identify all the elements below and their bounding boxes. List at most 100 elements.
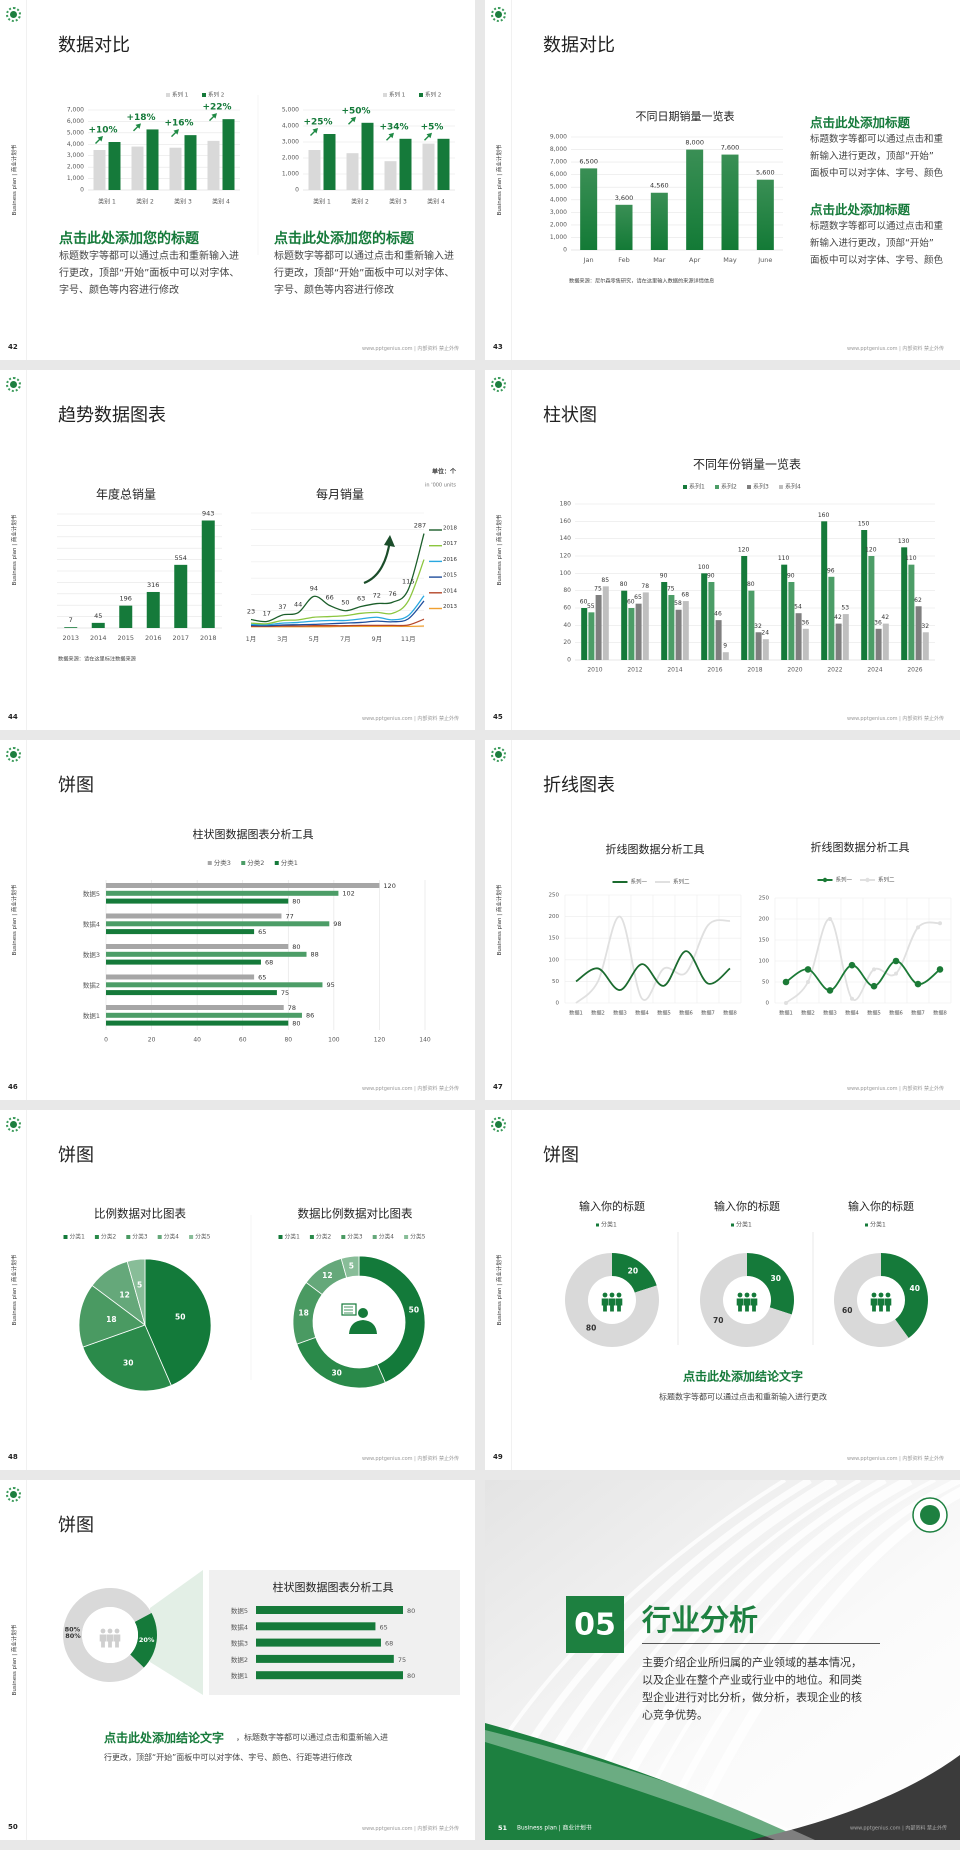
data-point — [850, 996, 854, 1001]
person-body — [884, 1298, 892, 1312]
legend-swatch — [419, 93, 423, 97]
bar — [722, 652, 729, 660]
y-tick-label: 数据3 — [231, 1639, 248, 1648]
data-label: 120 — [738, 547, 750, 554]
legend-item: 分类1 — [278, 1233, 300, 1241]
bar — [106, 959, 261, 965]
bar — [108, 142, 121, 190]
data-label: 80 — [620, 581, 628, 588]
bar — [756, 179, 774, 250]
x-tick-label: 类别 4 — [427, 198, 445, 206]
y-tick-label: 3,000 — [282, 139, 299, 146]
body-line: 标题数字等都可以通过点击和重 — [810, 221, 944, 232]
bar — [861, 530, 868, 660]
slide-title: 折线图表 — [543, 775, 615, 796]
data-point — [938, 921, 942, 926]
person-head — [878, 1292, 884, 1298]
bar — [708, 582, 715, 660]
bar — [580, 168, 598, 250]
y-tick-label: 150 — [759, 938, 770, 944]
dark-wave — [750, 1755, 960, 1840]
legend-swatch — [274, 861, 279, 865]
slice-label: 18 — [298, 1309, 308, 1318]
x-tick-label: 2017 — [172, 634, 189, 642]
data-source: 数据来源：请在这里标注数据来源 — [58, 655, 137, 663]
data-label: 80 — [292, 897, 300, 905]
bar — [308, 150, 321, 190]
bar — [748, 590, 755, 660]
slide-title: 数据对比 — [58, 35, 130, 56]
y-tick-label: 数据4 — [83, 920, 100, 929]
chart-title: 输入你的标题 — [714, 1199, 780, 1213]
emblem-logo-inner — [920, 1505, 940, 1525]
series-line — [575, 950, 731, 991]
x-tick-label: 2020 — [787, 667, 802, 674]
data-label: 115 — [402, 578, 414, 586]
x-tick-label: 类别 1 — [98, 198, 116, 206]
legend-item: 系列3 — [747, 483, 769, 491]
pie-slice — [62, 1588, 152, 1682]
data-label: 65 — [258, 928, 266, 936]
x-tick-label: 0 — [104, 1037, 108, 1044]
body-line: 新输入进行更改，顶部“开始” — [810, 238, 934, 249]
data-label: 63 — [357, 594, 365, 602]
bar — [106, 951, 307, 957]
x-tick-label: 数据6 — [889, 1009, 903, 1017]
y-tick-label: 60 — [563, 605, 571, 612]
chart-title: 每月销量 — [316, 487, 364, 502]
pie-slice — [78, 1284, 146, 1348]
bar — [106, 921, 330, 927]
chart-title: 不同年份销量一览表 — [693, 457, 801, 472]
y-tick-label: 160 — [560, 518, 572, 525]
y-tick-label: 0 — [80, 187, 84, 194]
bar — [146, 129, 159, 190]
bar — [64, 627, 78, 628]
x-tick-label: 2018 — [200, 634, 217, 642]
data-label: 68 — [385, 1640, 393, 1648]
legend-item: 分类5 — [404, 1233, 426, 1241]
slide-title: 数据对比 — [543, 35, 615, 56]
bar — [106, 1012, 302, 1018]
x-tick-label: 80 — [284, 1037, 292, 1044]
legend-swatch — [596, 1223, 599, 1227]
pie-slice — [358, 1255, 426, 1384]
growth-annotation: +22% — [202, 103, 231, 113]
data-point — [848, 961, 856, 969]
bar — [91, 622, 105, 628]
footer-text: www.pptgenius.com | 内部资料 禁止外传 — [361, 1086, 459, 1092]
growth-annotation: +18% — [126, 113, 155, 123]
data-label: 6,500 — [579, 157, 598, 165]
teamwork-icon — [99, 1628, 121, 1648]
x-tick-label: 2013 — [62, 634, 79, 642]
data-label: 36 — [874, 619, 882, 626]
page-number: 42 — [8, 343, 18, 351]
block-body: 标题数字等都可以通过点击和重新输入进行更改，顶部“开始”面板中可以对字体、字号、… — [59, 248, 239, 299]
legend-item: 系列2 — [715, 483, 737, 491]
legend-label: 系列 1 — [172, 91, 188, 99]
data-label: 75 — [594, 586, 602, 593]
legend-item: 系列4 — [779, 483, 801, 491]
page-number: 43 — [493, 343, 503, 351]
data-label: 88 — [311, 951, 319, 959]
data-label: 80 — [292, 1019, 300, 1027]
legend-item: 分类4 — [372, 1233, 394, 1241]
legend-label: 2018 — [443, 526, 457, 532]
data-label: 80 — [292, 943, 300, 951]
bar — [828, 576, 835, 660]
x-tick-label: 120 — [374, 1037, 386, 1044]
legend-swatch — [404, 1235, 409, 1239]
y-tick-label: 4,000 — [550, 196, 567, 203]
x-tick-label: 数据2 — [591, 1009, 605, 1017]
chart-title: 不同日期销量一览表 — [636, 109, 735, 123]
y-tick-label: 250 — [549, 893, 560, 899]
legend-swatch — [94, 1235, 99, 1239]
team-icon — [736, 1292, 758, 1312]
sidebar-strip — [0, 0, 27, 360]
slide-canvas: 0 1,000 2,000 3,000 4,000 5,000 6,000 7,000 类别 1… — [67, 91, 455, 255]
body-line: 新输入进行更改，顶部“开始” — [810, 151, 934, 162]
unit-label: 单位：个 — [432, 468, 457, 476]
legend-item: 系列 2 — [202, 91, 224, 99]
legend-label: 系列一 — [631, 878, 648, 886]
bar — [868, 556, 875, 660]
x-tick-label: 60 — [239, 1037, 247, 1044]
